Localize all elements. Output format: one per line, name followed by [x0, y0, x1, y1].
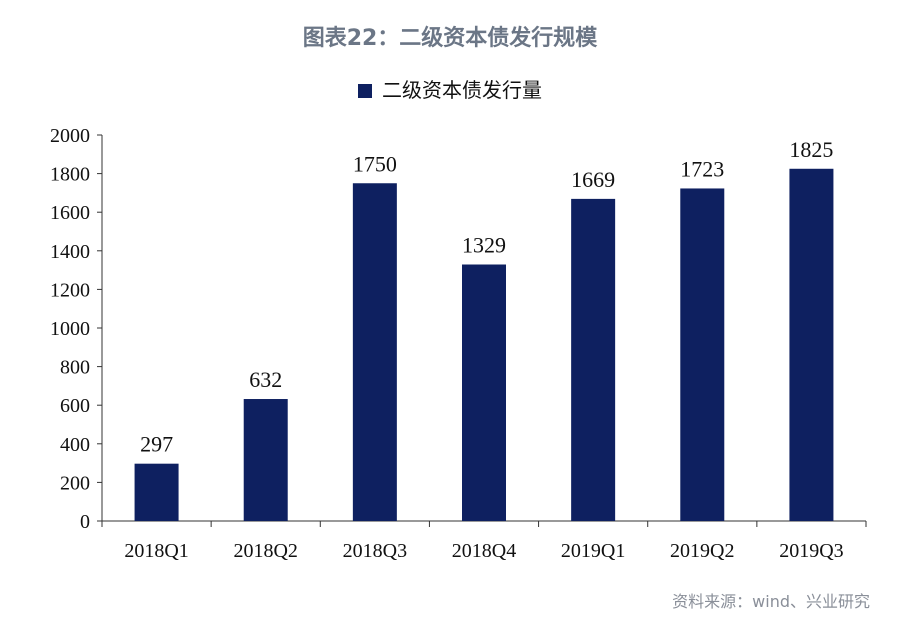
y-tick-label: 1400	[50, 241, 90, 263]
x-tick-label: 2018Q2	[233, 540, 297, 562]
data-label: 1825	[789, 137, 833, 162]
data-label: 1723	[680, 156, 724, 181]
data-label: 1329	[462, 233, 506, 258]
y-tick-label: 200	[60, 472, 90, 494]
bars: 297 632 1750 1329 1669 1723 1825	[134, 137, 834, 521]
x-tick-label: 2018Q3	[343, 540, 407, 562]
y-tick-label: 2000	[50, 125, 90, 147]
bar	[134, 463, 179, 521]
bar	[462, 264, 506, 521]
data-label: 297	[140, 432, 173, 457]
chart-title: 图表22：二级资本债发行规模	[302, 26, 598, 51]
x-tick-label: 2019Q2	[670, 540, 734, 562]
x-axis-ticks: 2018Q1 2018Q2 2018Q3 2018Q4 2019Q1 2019Q2 2019…	[101, 521, 867, 562]
y-tick-label: 400	[60, 434, 90, 456]
y-tick-label: 1000	[50, 318, 90, 340]
data-label: 632	[249, 367, 282, 392]
legend: 二级资本债发行量	[0, 74, 900, 103]
bar	[571, 198, 616, 521]
y-axis-ticks: 0 200 400 600 800 1000 1200 1400 1600 1800 2000	[50, 125, 102, 533]
y-tick-label: 1600	[50, 202, 90, 224]
legend-label: 二级资本债发行量	[382, 78, 542, 102]
bar	[352, 183, 397, 521]
x-tick-label: 2018Q4	[452, 540, 516, 562]
y-tick-label: 600	[60, 395, 90, 417]
legend-swatch	[358, 84, 372, 98]
x-tick-label: 2018Q1	[124, 540, 188, 562]
bar	[243, 399, 288, 521]
y-tick-label: 1800	[50, 164, 90, 186]
y-tick-label: 0	[80, 511, 90, 533]
bar	[789, 168, 834, 521]
data-label: 1750	[353, 151, 397, 176]
x-tick-label: 2019Q1	[561, 540, 625, 562]
bar	[680, 188, 725, 521]
y-tick-label: 800	[60, 357, 90, 379]
source-note: 资料来源：wind、兴业研究	[672, 592, 870, 611]
y-tick-label: 1200	[50, 279, 90, 301]
data-label: 1669	[571, 167, 615, 192]
x-tick-label: 2019Q3	[779, 540, 843, 562]
